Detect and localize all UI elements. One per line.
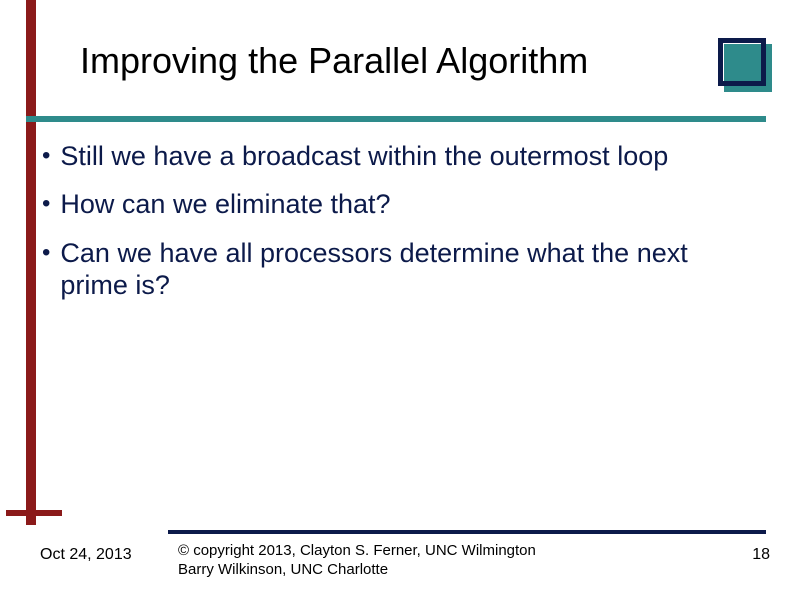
content-area: • Still we have a broadcast within the o… <box>42 140 762 318</box>
copyright-line1: © copyright 2013, Clayton S. Ferner, UNC… <box>178 542 536 561</box>
left-accent-bar-bottom <box>26 120 36 525</box>
footer-copyright: © copyright 2013, Clayton S. Ferner, UNC… <box>178 542 536 580</box>
bullet-dot-icon: • <box>42 140 50 172</box>
bullet-text: How can we eliminate that? <box>60 188 390 220</box>
bullet-text: Still we have a broadcast within the out… <box>60 140 668 172</box>
footer-rule <box>168 530 766 534</box>
deco-square-frame <box>718 38 766 86</box>
bullet-item: • Still we have a broadcast within the o… <box>42 140 762 172</box>
bullet-text: Can we have all processors determine wha… <box>60 237 762 302</box>
copyright-line2: Barry Wilkinson, UNC Charlotte <box>178 561 536 580</box>
slide-title: Improving the Parallel Algorithm <box>80 40 720 82</box>
bullet-item: • How can we eliminate that? <box>42 188 762 220</box>
footer-page-number: 18 <box>752 546 770 564</box>
bullet-dot-icon: • <box>42 237 50 269</box>
title-decoration <box>718 38 774 94</box>
bullet-dot-icon: • <box>42 188 50 220</box>
slide: Improving the Parallel Algorithm • Still… <box>0 0 794 595</box>
footer-date: Oct 24, 2013 <box>40 546 132 564</box>
title-underline <box>26 116 766 122</box>
left-accent-bar-top <box>26 0 36 120</box>
footer-cross-horizontal <box>6 510 62 516</box>
bullet-item: • Can we have all processors determine w… <box>42 237 762 302</box>
